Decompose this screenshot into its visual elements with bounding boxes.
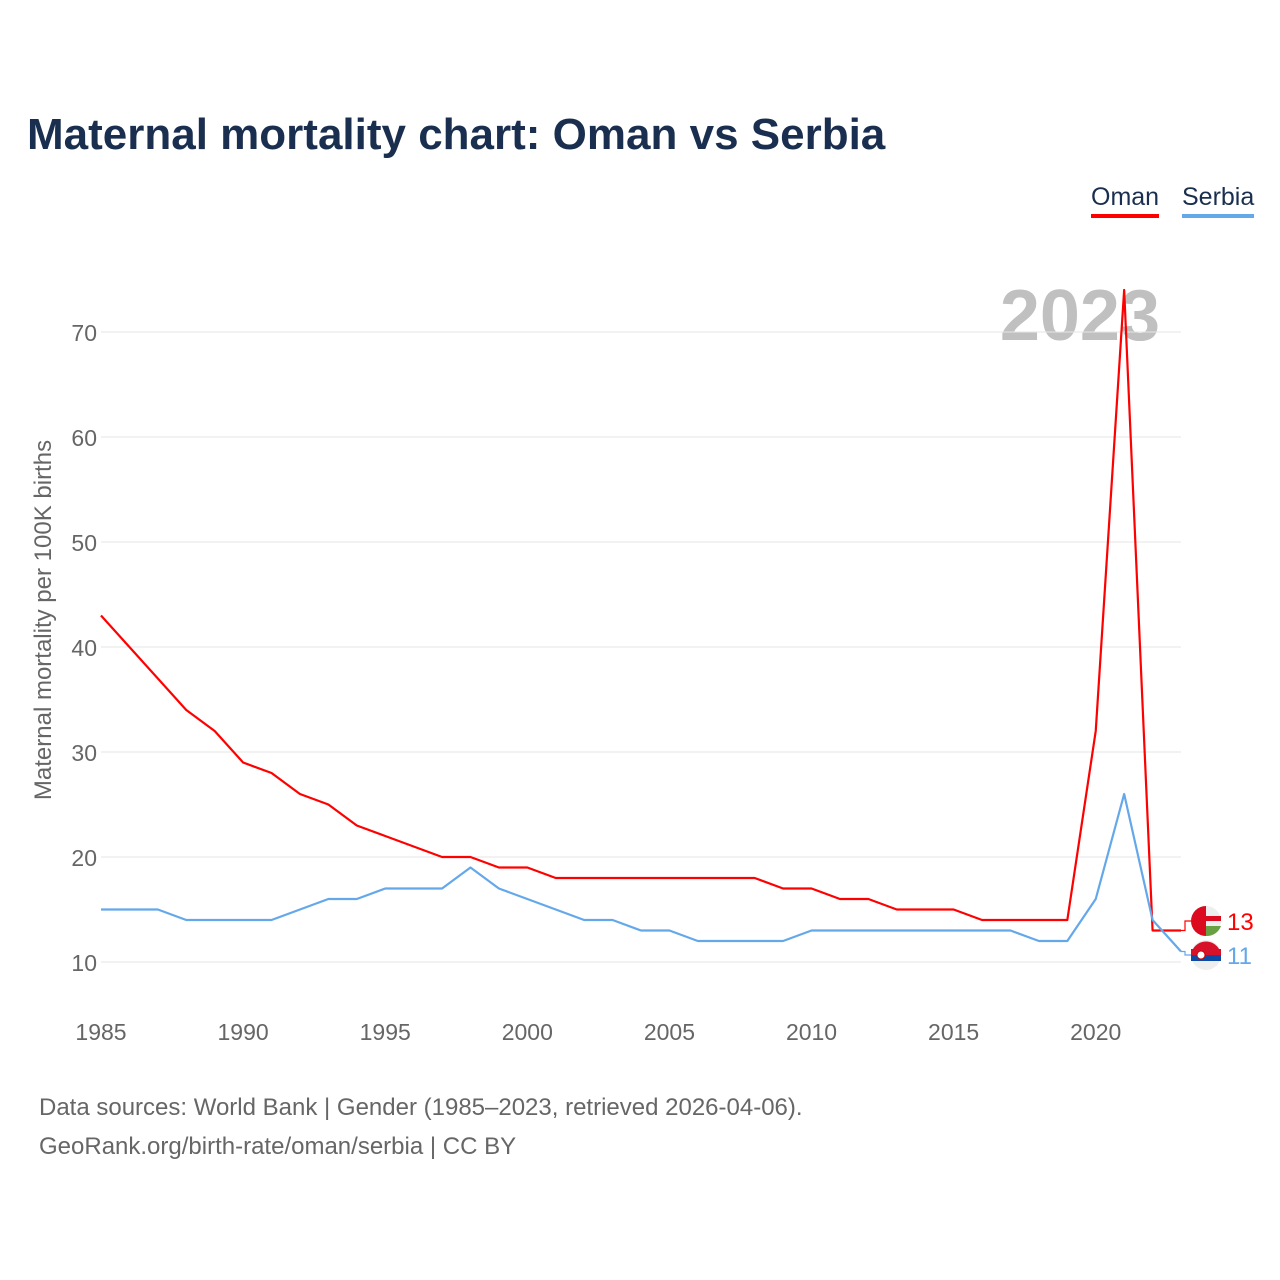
y-tick-label: 60 <box>71 425 97 451</box>
legend-serbia[interactable]: Serbia <box>1182 183 1255 218</box>
x-tick-label: 2020 <box>1070 1019 1121 1045</box>
footer: Data sources: World Bank | Gender (1985–… <box>39 1088 803 1166</box>
y-tick-label: 50 <box>71 530 97 556</box>
y-tick-label: 20 <box>71 845 97 871</box>
end-connector <box>1181 920 1191 932</box>
oman-flag-icon <box>1191 906 1221 937</box>
x-tick-label: 2005 <box>644 1019 695 1045</box>
y-axis-label: Maternal mortality per 100K births <box>30 440 57 800</box>
legend-oman[interactable]: Oman <box>1091 183 1160 218</box>
serbia-flag-icon <box>1191 940 1221 970</box>
y-tick-label: 10 <box>71 950 97 976</box>
series-line-oman <box>100 288 1181 932</box>
source-link[interactable]: GeoRank.org/birth-rate/oman/serbia | CC … <box>39 1133 517 1160</box>
x-tick-label: 2015 <box>928 1019 979 1045</box>
end-value-label: 11 <box>1227 943 1252 970</box>
y-tick-label: 30 <box>71 740 97 766</box>
data-source: Data sources: World Bank | Gender (1985–… <box>39 1094 803 1121</box>
x-tick-label: 1985 <box>75 1019 126 1045</box>
x-tick-label: 2000 <box>502 1019 553 1045</box>
x-tick-label: 1990 <box>218 1019 269 1045</box>
year-watermark: 2023 <box>1000 276 1160 356</box>
chart-title: Maternal mortality chart: Oman vs Serbia <box>27 110 886 159</box>
end-value-label: 13 <box>1227 909 1254 936</box>
end-connector <box>1181 950 1191 956</box>
series-line-serbia <box>101 792 1182 953</box>
x-tick-label: 2010 <box>786 1019 837 1045</box>
y-tick-label: 40 <box>71 635 97 661</box>
y-tick-label: 70 <box>71 320 97 346</box>
x-tick-label: 1995 <box>360 1019 411 1045</box>
